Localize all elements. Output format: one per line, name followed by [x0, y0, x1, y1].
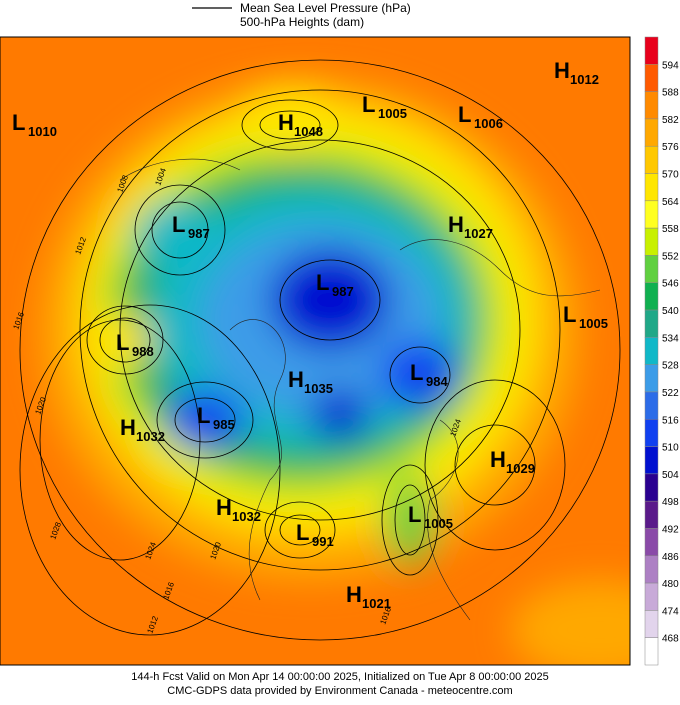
- colorbar-label: 534: [662, 333, 679, 344]
- center-pressure: 991: [312, 534, 334, 549]
- center-letter: L: [12, 110, 25, 135]
- colorbar-label: 564: [662, 197, 679, 208]
- center-pressure: 1035: [304, 381, 333, 396]
- center-letter: H: [554, 58, 570, 83]
- colorbar-label: 510: [662, 443, 679, 454]
- colorbar-box: [644, 364, 659, 393]
- center-letter: L: [458, 102, 471, 127]
- colorbar-box: [644, 391, 659, 420]
- colorbar-label: 552: [662, 251, 679, 262]
- center-letter: H: [288, 367, 304, 392]
- colorbar-box: [644, 118, 659, 147]
- center-letter: L: [197, 403, 210, 428]
- colorbar-box: [644, 610, 659, 638]
- colorbar-label: 480: [662, 579, 679, 590]
- colorbar-label: 594: [662, 60, 679, 71]
- colorbar-label: 474: [662, 606, 679, 617]
- colorbar-box: [644, 173, 659, 202]
- colorbar-box: [644, 255, 659, 283]
- center-pressure: 984: [426, 374, 448, 389]
- colorbar-box: [644, 282, 659, 311]
- center-pressure: 1005: [378, 106, 407, 121]
- center-pressure: 1032: [136, 429, 165, 444]
- colorbar-label: 498: [662, 497, 679, 508]
- center-letter: L: [408, 502, 421, 527]
- map-area: [0, 37, 630, 665]
- colorbar-box: [644, 473, 659, 502]
- center-pressure: 1010: [28, 124, 57, 139]
- center-letter: H: [120, 415, 136, 440]
- center-pressure: 987: [332, 284, 354, 299]
- colorbar-box: [644, 637, 659, 666]
- colorbar: 594 588 582 576 570 564 558 552 546 540 534 528 522 5…: [644, 36, 679, 666]
- colorbar-box: [644, 145, 659, 174]
- colorbar-label: 468: [662, 634, 679, 645]
- center-pressure: 1012: [570, 72, 599, 87]
- center-pressure: 1032: [232, 509, 261, 524]
- center-letter: L: [296, 520, 309, 545]
- center-pressure: 1006: [474, 116, 503, 131]
- colorbar-box: [644, 419, 659, 447]
- colorbar-box: [644, 555, 659, 584]
- map-frame: [0, 36, 631, 666]
- center-letter: H: [278, 110, 294, 135]
- colorbar-label: 492: [662, 524, 679, 535]
- colorbar-label: 588: [662, 88, 679, 99]
- center-pressure: 1027: [464, 226, 493, 241]
- legend-label: 500-hPa Heights (dam): [240, 15, 364, 29]
- colorbar-label: 504: [662, 470, 679, 481]
- legend-label: Mean Sea Level Pressure (hPa): [240, 1, 411, 15]
- center-letter: H: [346, 582, 362, 607]
- colorbar-label: 558: [662, 224, 679, 235]
- colorbar-label: 516: [662, 415, 679, 426]
- center-letter: L: [362, 92, 375, 117]
- center-pressure: 1048: [294, 124, 323, 139]
- center-letter: L: [563, 302, 576, 327]
- footer-text: 144-h Fcst Valid on Mon Apr 14 00:00:00 …: [131, 671, 548, 683]
- center-pressure: 1005: [424, 516, 453, 531]
- colorbar-label: 582: [662, 115, 679, 126]
- colorbar-label: 576: [662, 142, 679, 153]
- center-letter: H: [490, 447, 506, 472]
- center-pressure: 985: [213, 417, 235, 432]
- center-letter: L: [316, 270, 329, 295]
- colorbar-label: 486: [662, 552, 679, 563]
- colorbar-box: [644, 528, 659, 557]
- center-pressure: 987: [188, 226, 210, 241]
- colorbar-box: [644, 227, 659, 256]
- colorbar-box: [644, 64, 659, 92]
- footer-text: CMC-GDPS data provided by Environment Ca…: [167, 685, 512, 697]
- center-letter: H: [216, 495, 232, 520]
- colorbar-box: [644, 582, 659, 611]
- center-letter: H: [448, 212, 464, 237]
- coastlines: [119, 158, 601, 621]
- colorbar-label: 540: [662, 306, 679, 317]
- colorbar-label: 570: [662, 170, 679, 181]
- center-pressure: 1005: [579, 316, 608, 331]
- colorbar-box: [644, 36, 659, 65]
- center-letter: L: [116, 330, 129, 355]
- center-letter: L: [172, 212, 185, 237]
- center-pressure: 1021: [362, 596, 391, 611]
- colorbar-box: [644, 446, 659, 475]
- center-letter: L: [410, 360, 423, 385]
- colorbar-label: 522: [662, 388, 679, 399]
- colorbar-label: 528: [662, 361, 679, 372]
- center-pressure: 1029: [506, 461, 535, 476]
- colorbar-box: [644, 200, 659, 229]
- height-field: [40, 80, 630, 665]
- isobars: [19, 59, 621, 641]
- center-pressure: 988: [132, 344, 154, 359]
- colorbar-box: [644, 91, 659, 120]
- colorbar-box: [644, 337, 659, 365]
- colorbar-box: [644, 309, 659, 338]
- colorbar-box: [644, 500, 659, 529]
- colorbar-label: 546: [662, 279, 679, 290]
